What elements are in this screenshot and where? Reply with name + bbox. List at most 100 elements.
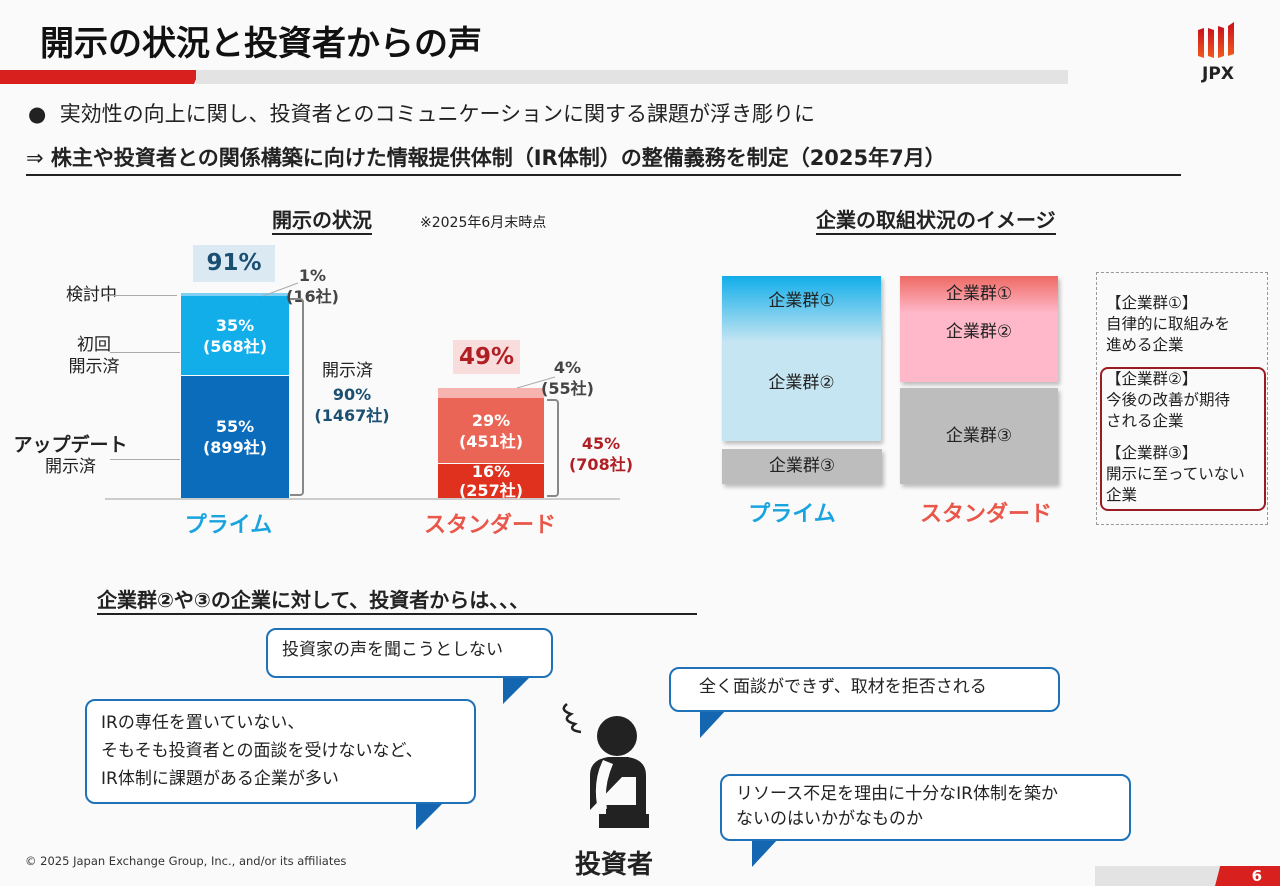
label-considering: 検討中 — [66, 285, 117, 305]
jpx-logo-text: JPX — [1202, 64, 1234, 84]
standard-total-badge: 49% — [453, 340, 520, 374]
voice-bubble-4: リソース不足を理由に十分なIR体制を築か ないのはいかがなものか — [720, 774, 1131, 841]
value-label: (708社) — [568, 455, 634, 474]
prime-disclosed-total: 90% (1467社) — [310, 384, 394, 426]
prime-bar-considering — [181, 293, 289, 296]
group-2-label: 企業群② — [768, 373, 835, 393]
bullet-line: ● 実効性の向上に関し、投資者とのコミュニケーションに関する課題が浮き彫りに — [28, 98, 815, 128]
copyright: © 2025 Japan Exchange Group, Inc., and/o… — [25, 854, 347, 868]
page-number: 6 — [1215, 866, 1280, 886]
callout-line — [262, 282, 299, 297]
value-label: 90% — [332, 385, 372, 404]
legend-group-2: 【企業群②】 今後の改善が期待 される企業 — [1106, 369, 1230, 432]
bubble-line: ないのはいかがなものか — [736, 809, 923, 829]
standard-group-3: 企業群③ — [900, 388, 1058, 484]
label-update: アップデート 開示済 — [8, 434, 133, 478]
value-label: (1467社) — [314, 406, 390, 425]
conclusion-line: ⇒ 株主や投資者との関係構築に向けた情報提供体制（IR体制）の整備義務を制定（2… — [26, 142, 1181, 176]
value-label: 55% — [215, 417, 255, 436]
bubble-tail — [416, 802, 444, 830]
group-1-label: 企業群① — [768, 291, 835, 311]
bubble-tail — [503, 676, 531, 704]
legend-title: 【企業群③】 — [1106, 444, 1198, 462]
legend-title: 【企業群①】 — [1106, 294, 1198, 312]
image-heading: 企業の取組状況のイメージ — [816, 204, 1056, 235]
bubble-tail — [700, 710, 726, 738]
standard-disclosed-total: 45% (708社) — [565, 433, 637, 475]
prime-bar-update: 55% (899社) — [181, 376, 289, 498]
value-label: (568社) — [202, 336, 268, 356]
jpx-logo: JPX — [1196, 22, 1240, 86]
legend-group-3: 【企業群③】開示に至っていない 企業 — [1106, 443, 1245, 506]
prime-group-3: 企業群③ — [722, 449, 882, 484]
value-label: (55社) — [541, 379, 594, 398]
highlight-box — [1100, 367, 1266, 511]
date-note: ※2025年6月末時点 — [420, 215, 547, 231]
label-update-2: 開示済 — [45, 457, 96, 477]
value-label: (257社) — [458, 481, 524, 500]
value-label: (899社) — [202, 438, 268, 457]
bubble-line: IRの専任を置いていない、 — [101, 713, 305, 733]
footer-bar — [1095, 866, 1220, 886]
value-label: (451社) — [458, 431, 524, 451]
bubble-line: リソース不足を理由に十分なIR体制を築か — [736, 784, 1058, 804]
standard-bar-considering — [438, 388, 544, 398]
legend-box — [1096, 272, 1268, 525]
label-update-1: アップデート — [13, 434, 128, 456]
legend-group-1: 【企業群①】自律的に取組みを 進める企業 — [1106, 293, 1230, 356]
group-2-label: 企業群② — [945, 322, 1013, 342]
legend-desc: 企業 — [1106, 486, 1138, 504]
label-first: 初回 開示済 — [66, 334, 122, 378]
thinking-person-icon — [562, 703, 649, 828]
prime-bar-first: 35% (568社) — [181, 296, 289, 375]
prime-total-badge: 91% — [193, 245, 275, 282]
bubble-tail — [752, 839, 778, 867]
value-label: 45% — [581, 434, 621, 453]
prime-considering-label: 1% (16社) — [286, 265, 339, 307]
voice-bubble-2: IRの専任を置いていない、そもそも投資者との面談を受けないなど、 IR体制に課題が… — [85, 699, 476, 804]
group-1-label: 企業群① — [945, 284, 1013, 304]
value-label: 16% — [471, 462, 511, 481]
bullet-dot-icon: ● — [28, 102, 47, 126]
standard-bar-update: 16% (257社) — [438, 462, 544, 500]
leader-line — [110, 352, 180, 353]
value-label: 35% — [215, 315, 255, 335]
voice-bubble-3: 全く面談ができず、取材を拒否される — [669, 667, 1060, 712]
voices-heading: 企業群②や③の企業に対して、投資者からは、、、 — [97, 584, 697, 615]
legend-desc: 開示に至っていない — [1106, 465, 1245, 483]
prime-group-1-2: 企業群① 企業群② — [722, 276, 881, 441]
title-underline — [196, 70, 1068, 84]
value-label: 1% — [298, 266, 327, 285]
standard-bar-first: 29% (451社) — [438, 398, 544, 463]
disclosure-heading: 開示の状況 — [272, 204, 372, 235]
voice-bubble-1: 投資家の声を聞こうとしない — [266, 628, 553, 678]
value-label: 29% — [471, 410, 511, 430]
standard-considering-label: 4% (55社) — [541, 357, 594, 399]
bullet-text: 実効性の向上に関し、投資者とのコミュニケーションに関する課題が浮き彫りに — [59, 102, 816, 126]
prime-brace — [290, 298, 304, 496]
label-first-2: 開示済 — [68, 357, 120, 377]
callout-line — [516, 376, 556, 389]
legend-title: 【企業群②】 — [1106, 370, 1198, 388]
leader-line — [110, 459, 180, 460]
standard-brace — [547, 399, 559, 497]
bubble-line: そもそも投資者との面談を受けないなど、 — [101, 741, 423, 761]
legend-desc: 進める企業 — [1106, 336, 1184, 354]
diagram-prime-label: プライム — [748, 502, 836, 527]
conclusion-text: 株主や投資者との関係構築に向けた情報提供体制（IR体制）の整備義務を制定（202… — [50, 146, 946, 170]
bubble-line: IR体制に課題がある企業が多い — [101, 769, 339, 789]
investor-label: 投資者 — [575, 850, 654, 880]
value-label: (16社) — [286, 287, 339, 306]
legend-desc: 自律的に取組みを — [1106, 315, 1231, 333]
category-standard: スタンダード — [423, 513, 556, 538]
disclosed-label: 開示済 — [322, 361, 373, 381]
page-title: 開示の状況と投資者からの声 — [40, 24, 482, 64]
title-accent-bar — [0, 70, 200, 84]
leader-line — [105, 295, 177, 296]
value-label: 4% — [553, 358, 582, 377]
category-prime: プライム — [184, 513, 273, 538]
arrow-icon: ⇒ — [26, 146, 44, 170]
label-first-1: 初回 — [77, 335, 111, 355]
standard-group-1-2: 企業群① 企業群② — [900, 276, 1058, 382]
legend-desc: される企業 — [1106, 412, 1184, 430]
